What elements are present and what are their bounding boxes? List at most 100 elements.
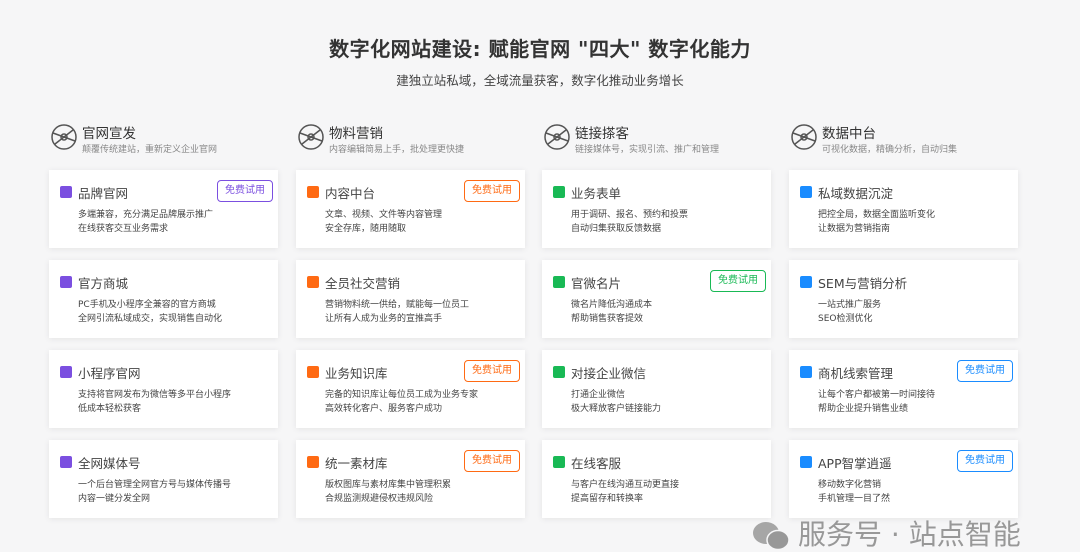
headset-icon [553,456,565,468]
column-2: 物料营销 内容编辑简易上手，批处理更快捷 内容中台 文章、视频、文件等内容管理 … [296,120,531,518]
free-trial-button[interactable]: 免费试用 [957,450,1013,472]
card-title: 业务表单 [571,186,622,201]
card-desc-line: 让所有人成为业务的宣推高手 [325,314,443,324]
card-title: 对接企业微信 [571,366,647,381]
card-desc-line: SEO检测优化 [818,314,873,324]
feature-card[interactable]: 全网媒体号 一个后台管理全网官方号与媒体传播号 内容一键分发全网 [49,440,278,518]
data-server-icon [791,124,817,150]
chat-bubble-icon [800,276,812,288]
feature-card[interactable]: 品牌官网 多端兼容，充分满足品牌展示推广 在线获客交互业务需求 免费试用 [49,170,278,248]
card-title: 全网媒体号 [78,456,141,471]
column-3: 链接搽客 链接媒体号，实现引流、推广和管理 业务表单 用于调研、报名、预约和投票… [542,120,777,518]
book-icon [307,366,319,378]
feature-card[interactable]: 业务知识库 完备的知识库让每位员工成为业务专家 高效转化客户、服务客户成功 免费… [296,350,525,428]
page-subtitle: 建独立站私域，全域流量获客，数字化推动业务增长 [396,73,684,88]
card-desc-line: PC手机及小程序全兼容的官方商城 [78,300,216,310]
watermark-text: 服务号 · 站点智能 [798,518,1021,551]
page-title: 数字化网站建设: 赋能官网 "四大" 数字化能力 [329,37,751,61]
mini-program-icon [60,366,72,378]
card-desc-line: 把控全局，数据全面监听变化 [818,210,936,220]
card-desc-line: 极大释放客户链接能力 [571,404,662,414]
card-title: 全员社交营销 [325,276,401,291]
column-title: 官网宣发 [82,126,136,142]
column-desc: 内容编辑简易上手，批处理更快捷 [329,145,465,155]
card-desc-line: 完备的知识库让每位员工成为业务专家 [325,390,479,400]
globe-network-icon [51,124,77,150]
link-chain-icon [544,124,570,150]
free-trial-button[interactable]: 免费试用 [957,360,1013,382]
free-trial-button[interactable]: 免费试用 [464,360,520,382]
toolbox-icon [307,456,319,468]
card-desc-line: 安全存库，随用随取 [325,224,407,234]
feature-card[interactable]: 内容中台 文章、视频、文件等内容管理 安全存库，随用随取 免费试用 [296,170,525,248]
card-title: 统一素材库 [325,456,388,471]
feature-card[interactable]: APP智掌逍遥 移动数字化营销 手机管理一目了然 免费试用 [789,440,1018,518]
feature-card[interactable]: 商机线索管理 让每个客户都被第一时间接待 帮助企业提升销售业绩 免费试用 [789,350,1018,428]
card-desc-line: 一站式推广服务 [818,300,882,310]
column-1: 官网宣发 颠覆传统建站，重新定义企业官网 品牌官网 多端兼容，充分满足品牌展示推… [49,120,284,518]
card-desc-line: 手机管理一目了然 [818,494,891,504]
card-title: 官方商城 [78,276,129,291]
card-desc-line: 支持将官网发布为微信等多平台小程序 [78,390,232,400]
card-desc-line: 一个后台管理全网官方号与媒体传播号 [78,480,232,490]
feature-card[interactable]: 统一素材库 版权图库与素材库集中管理积累 合规监测规避侵权违规风险 免费试用 [296,440,525,518]
free-trial-button[interactable]: 免费试用 [217,180,273,202]
card-desc-line: 高效转化客户、服务客户成功 [325,404,443,414]
free-trial-button[interactable]: 免费试用 [464,180,520,202]
feature-card[interactable]: 全员社交营销 营销物料统一供给，赋能每一位员工 让所有人成为业务的宣推高手 [296,260,525,338]
card-desc-line: 帮助销售获客提效 [571,314,644,324]
feature-card[interactable]: 对接企业微信 打通企业微信 极大释放客户链接能力 [542,350,771,428]
feature-card[interactable]: 官微名片 微名片降低沟通成本 帮助销售获客提效 免费试用 [542,260,771,338]
store-icon [60,276,72,288]
card-title: SEM与营销分析 [818,276,908,291]
card-title: 品牌官网 [78,186,129,201]
column-desc: 链接媒体号，实现引流、推广和管理 [575,145,720,155]
folder-icon [307,186,319,198]
card-desc-line: 合规监测规避侵权违规风险 [325,494,434,504]
card-desc-line: 提高留存和转换率 [571,494,644,504]
card-title: APP智掌逍遥 [818,456,892,471]
feature-card[interactable]: 官方商城 PC手机及小程序全兼容的官方商城 全网引流私域成交，实现销售自动化 [49,260,278,338]
feature-card[interactable]: 在线客服 与客户在线沟通互动更直接 提高留存和转换率 [542,440,771,518]
card-title: 内容中台 [325,186,376,201]
refresh-icon [800,186,812,198]
feature-card[interactable]: 私域数据沉淀 把控全局，数据全面监听变化 让数据为营销指南 [789,170,1018,248]
card-title: 业务知识库 [325,366,388,381]
phone-icon [800,456,812,468]
card-circle-icon [553,276,565,288]
target-icon [307,276,319,288]
feature-card[interactable]: 业务表单 用于调研、报名、预约和投票 自动归集获取反馈数据 [542,170,771,248]
feature-card[interactable]: 小程序官网 支持将官网发布为微信等多平台小程序 低成本轻松获客 [49,350,278,428]
watermark: 服务号 · 站点智能 [752,519,1021,552]
column-desc: 可视化数据，精确分析，自动归集 [822,145,958,155]
column-title: 物料营销 [329,126,383,142]
card-desc-line: 自动归集获取反馈数据 [571,224,662,234]
card-desc-line: 微名片降低沟通成本 [571,300,653,310]
card-desc-line: 移动数字化营销 [818,480,882,490]
card-desc-line: 版权图库与素材库集中管理积累 [325,480,452,490]
card-desc-line: 让每个客户都被第一时间接待 [818,390,936,400]
atom-icon [298,124,324,150]
card-desc-line: 用于调研、报名、预约和投票 [571,210,689,220]
free-trial-button[interactable]: 免费试用 [464,450,520,472]
card-desc-line: 与客户在线沟通互动更直接 [571,480,680,490]
card-desc-line: 内容一键分发全网 [78,494,151,504]
free-trial-button[interactable]: 免费试用 [710,270,766,292]
wecom-icon [553,366,565,378]
column-4: 数据中台 可视化数据，精确分析，自动归集 私域数据沉淀 把控全局，数据全面监听变… [789,120,1024,518]
column-header: 链接搽客 链接媒体号，实现引流、推广和管理 [542,120,777,160]
column-header: 官网宣发 颠覆传统建站，重新定义企业官网 [49,120,284,160]
card-title: 商机线索管理 [818,366,894,381]
card-desc-line: 在线获客交互业务需求 [78,224,169,234]
card-desc-line: 帮助企业提升销售业绩 [818,404,909,414]
card-title: 小程序官网 [78,366,141,381]
feature-card[interactable]: SEM与营销分析 一站式推广服务 SEO检测优化 [789,260,1018,338]
card-desc-line: 打通企业微信 [571,390,626,400]
megaphone-icon [60,456,72,468]
card-desc-line: 低成本轻松获客 [78,404,142,414]
column-header: 物料营销 内容编辑简易上手，批处理更快捷 [296,120,531,160]
card-title: 官微名片 [571,276,622,291]
clipboard-icon [553,186,565,198]
card-title: 在线客服 [571,456,622,471]
wechat-icon [753,522,790,551]
